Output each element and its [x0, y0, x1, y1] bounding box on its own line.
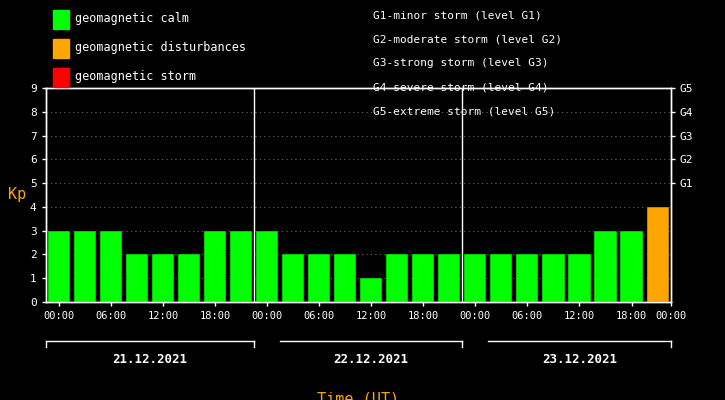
Bar — [360, 278, 382, 302]
Text: 22.12.2021: 22.12.2021 — [334, 353, 409, 366]
Text: 21.12.2021: 21.12.2021 — [112, 353, 187, 366]
Text: G1-minor storm (level G1): G1-minor storm (level G1) — [373, 10, 542, 20]
Bar — [125, 254, 148, 302]
Text: geomagnetic calm: geomagnetic calm — [75, 12, 188, 25]
Bar — [282, 254, 304, 302]
Bar — [386, 254, 408, 302]
Text: geomagnetic storm: geomagnetic storm — [75, 70, 196, 82]
Bar — [413, 254, 434, 302]
Bar — [647, 207, 668, 302]
Bar — [74, 231, 96, 302]
Bar — [542, 254, 565, 302]
Bar — [594, 231, 616, 302]
Text: G2-moderate storm (level G2): G2-moderate storm (level G2) — [373, 34, 563, 44]
Bar — [152, 254, 174, 302]
Text: 23.12.2021: 23.12.2021 — [542, 353, 617, 366]
Bar — [48, 231, 70, 302]
Bar — [308, 254, 330, 302]
Bar — [621, 231, 642, 302]
Text: Time (UT): Time (UT) — [317, 392, 399, 400]
Text: G3-strong storm (level G3): G3-strong storm (level G3) — [373, 58, 549, 68]
Text: G5-extreme storm (level G5): G5-extreme storm (level G5) — [373, 106, 555, 116]
Bar — [256, 231, 278, 302]
Bar — [178, 254, 200, 302]
Text: Kp: Kp — [9, 188, 27, 202]
Text: geomagnetic disturbances: geomagnetic disturbances — [75, 41, 246, 54]
Bar — [100, 231, 122, 302]
Bar — [490, 254, 513, 302]
Text: G4-severe storm (level G4): G4-severe storm (level G4) — [373, 82, 549, 92]
Bar — [230, 231, 252, 302]
Bar — [204, 231, 226, 302]
Bar — [438, 254, 460, 302]
Bar — [464, 254, 486, 302]
Bar — [516, 254, 539, 302]
Bar — [568, 254, 591, 302]
Bar — [334, 254, 356, 302]
